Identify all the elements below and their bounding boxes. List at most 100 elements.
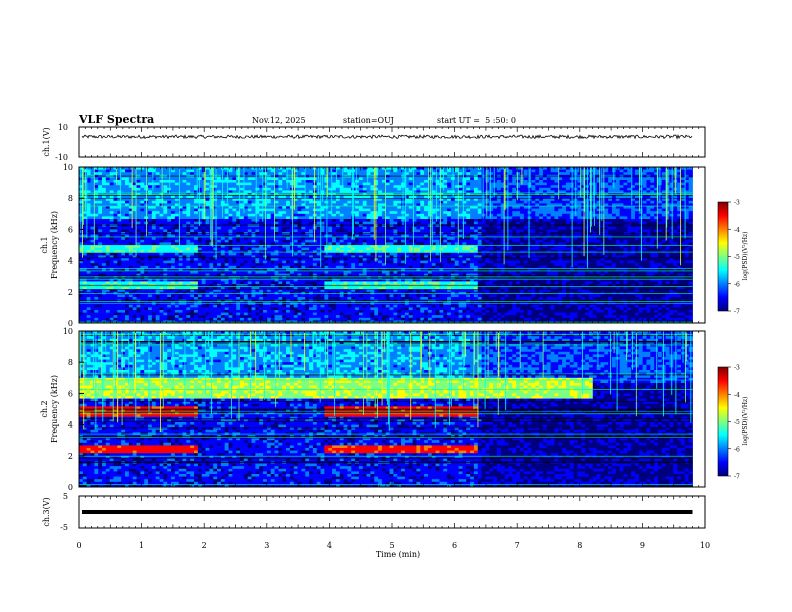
spectrogram-cell [224, 226, 229, 230]
spectrogram-cell [462, 167, 467, 170]
spectrogram-cell [121, 172, 126, 176]
spectrogram-cell [259, 239, 264, 243]
spectrogram-cell [634, 185, 640, 189]
spectrogram-cell [527, 182, 532, 186]
spectrogram-cell [197, 234, 203, 238]
spectrogram-cell [661, 185, 667, 189]
spectrogram-cell [159, 206, 164, 209]
spectrogram-cell [305, 206, 310, 209]
spectrogram-cell [404, 169, 410, 173]
spectrogram-cell [523, 198, 528, 202]
spectrogram-cell [343, 213, 348, 217]
spectrogram-cell [680, 237, 686, 241]
spectrogram-cell [516, 208, 521, 212]
spectrogram-cell [266, 234, 272, 238]
spectrogram-cell [661, 237, 667, 241]
spectrogram-cell [132, 211, 137, 215]
spectrogram-cell [228, 180, 233, 183]
spectrogram-cell [240, 242, 245, 246]
spectrogram-cell [592, 187, 598, 191]
spectrogram-cell [546, 245, 552, 248]
spectrogram-cell [550, 195, 555, 199]
spectrogram-cell [562, 224, 567, 228]
spectrogram-cell [197, 180, 203, 183]
spectrogram-cell [90, 242, 95, 246]
spectrogram-cell [240, 182, 245, 186]
spectrogram-cell [332, 169, 337, 173]
spectrogram-cell [577, 208, 582, 212]
spectrogram-cell [109, 226, 114, 230]
spectrogram-cell [443, 169, 448, 173]
spectrogram-cell [102, 224, 107, 228]
spectrogram-cell [301, 187, 306, 191]
spectrogram-cell [190, 219, 195, 222]
spectrogram-cell [343, 216, 348, 220]
spectrogram-cell [554, 203, 559, 207]
spectrogram-cell [335, 198, 341, 202]
spectrogram-cell [163, 190, 168, 194]
spectrogram-cell [182, 167, 187, 170]
spectrogram-cell [654, 234, 659, 238]
spectrogram-cell [646, 208, 651, 212]
spectrogram-cell [581, 172, 586, 176]
spectrogram-cell [362, 234, 367, 238]
spectrogram-cell [623, 213, 628, 217]
spectrogram-cell [500, 221, 505, 225]
spectrogram-cell [201, 185, 206, 189]
spectrogram-cell [247, 182, 252, 186]
spectrogram-cell [278, 177, 283, 181]
spectrogram-cell [608, 185, 613, 189]
spectrogram-cell [328, 169, 333, 173]
spectrogram-cell [466, 211, 471, 215]
spectrogram-cell [247, 239, 252, 243]
spectrogram-cell [301, 239, 306, 243]
spectrogram-cell [366, 221, 371, 225]
spectrogram-cell [680, 219, 686, 222]
spectrogram-cell [669, 180, 674, 183]
spectrogram-cell [355, 224, 360, 228]
spectrogram-cell [592, 226, 598, 230]
spectrogram-cell [688, 198, 693, 202]
spectrogram-cell [366, 185, 371, 189]
spectrogram-cell [117, 185, 122, 189]
spectrogram-cell [378, 190, 383, 194]
spectrogram-cell [274, 226, 279, 230]
spectrogram-cell [332, 239, 337, 243]
spectrogram-cell [236, 245, 241, 248]
spectrogram-cell [305, 208, 310, 212]
spectrogram-cell [516, 182, 521, 186]
spectrogram-cell [282, 200, 287, 204]
spectrogram-cell [650, 216, 655, 220]
spectrogram-cell [220, 245, 226, 248]
spectrogram-cell [385, 221, 390, 225]
spectrogram-cell [270, 203, 275, 207]
spectrogram-cell [477, 203, 482, 207]
spectrogram-cell [608, 234, 613, 238]
spectrogram-cell [627, 206, 632, 209]
spectrogram-cell [278, 169, 283, 173]
spectrogram-cell [458, 177, 463, 181]
spectrogram-cell [358, 169, 364, 173]
spectrogram-cell [324, 200, 329, 204]
spectrogram-cell [420, 185, 425, 189]
spectrogram-cell [178, 216, 183, 220]
spectrogram-cell [404, 200, 410, 204]
spectrogram-cell [194, 224, 199, 228]
spectrogram-cell [608, 198, 613, 202]
spectrogram-cell [489, 172, 494, 176]
spectrogram-cell [125, 180, 130, 183]
spectrogram-cell [577, 239, 582, 243]
spectrogram-cell [305, 221, 310, 225]
spectrogram-cell [316, 234, 321, 238]
spectrogram-cell [140, 226, 145, 230]
spectrogram-cell [213, 242, 218, 246]
spectrogram-cell [102, 245, 107, 248]
spectrogram-cell [148, 208, 153, 212]
spectrogram-cell [186, 239, 191, 243]
spectrogram-cell [86, 185, 91, 189]
spectrogram-cell [155, 195, 160, 199]
spectrogram-cell [301, 200, 306, 204]
spectrogram-cell [680, 211, 686, 215]
spectrogram-cell [562, 226, 567, 230]
spectrogram-cell [565, 169, 571, 173]
